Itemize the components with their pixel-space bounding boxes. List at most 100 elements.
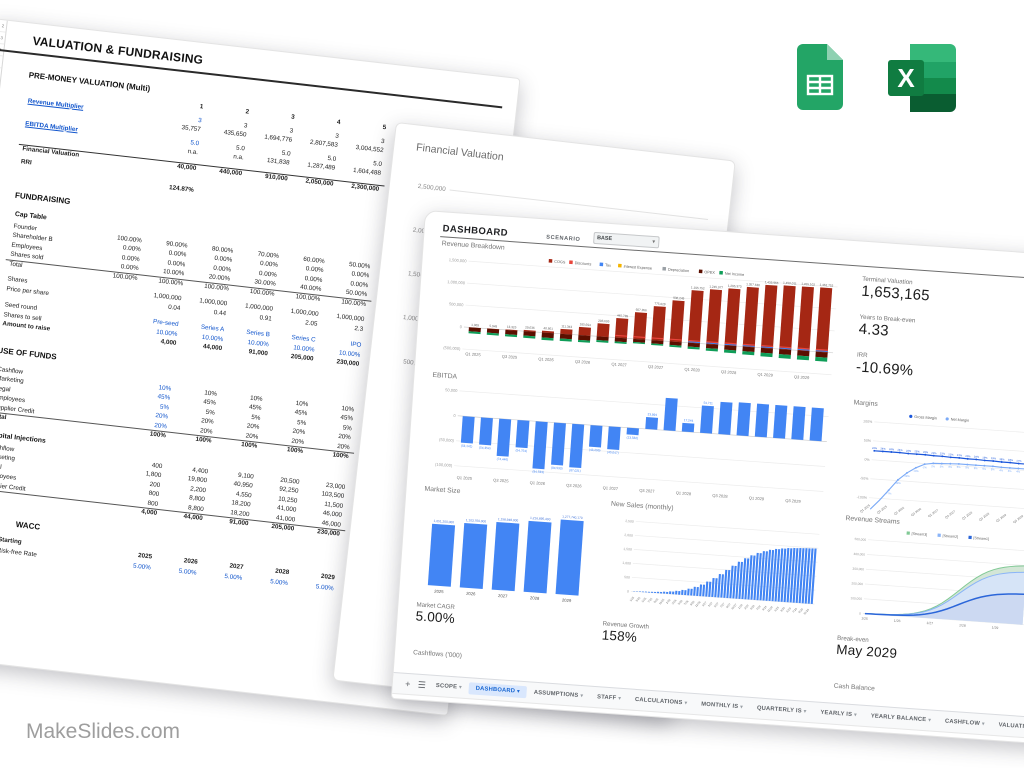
svg-text:5/28: 5/28 <box>749 604 756 611</box>
svg-text:Q3 2028: Q3 2028 <box>978 512 990 522</box>
svg-text:607,356: 607,356 <box>636 308 648 313</box>
ebitda-chart: EBITDA 50,000 0 (50,000) (100,000) (53,141) Q… <box>425 372 834 509</box>
sheet-tab-valuation[interactable]: VALUATION▾ <box>998 722 1024 731</box>
svg-text:21%: 21% <box>957 453 963 457</box>
svg-text:1,357,630: 1,357,630 <box>746 282 760 287</box>
sheet-tab-cashflow[interactable]: CASHFLOW ▾ <box>944 718 985 728</box>
svg-text:0: 0 <box>627 589 629 593</box>
svg-text:775,029: 775,029 <box>654 302 666 307</box>
svg-text:Net Margin: Net Margin <box>951 417 970 422</box>
svg-text:296,605: 296,605 <box>598 319 610 324</box>
svg-text:[Stream1]: [Stream1] <box>973 536 989 541</box>
row-label: Total <box>8 260 23 269</box>
tab-dropdown-icon[interactable]: ▾ <box>981 721 985 728</box>
sheet-tab-quarterly-is[interactable]: QUARTERLY IS ▾ <box>756 705 807 715</box>
svg-text:-13%: -13% <box>912 469 919 473</box>
new-sales-chart: New Sales (monthly) 2,500 2,000 1,500 1,000… <box>603 501 826 627</box>
svg-text:(45,647): (45,647) <box>607 450 619 455</box>
svg-text:(50,000): (50,000) <box>439 437 455 443</box>
svg-text:2%: 2% <box>931 464 936 468</box>
svg-text:Tax: Tax <box>605 263 611 267</box>
svg-text:24%: 24% <box>897 448 903 452</box>
scenario-select[interactable]: BASE ▾ <box>592 231 660 249</box>
svg-text:-100%: -100% <box>856 495 867 500</box>
svg-text:Q1 2026: Q1 2026 <box>538 356 554 362</box>
svg-text:500,000: 500,000 <box>854 537 866 542</box>
tab-dropdown-icon[interactable]: ▾ <box>618 695 622 702</box>
svg-text:-28%: -28% <box>904 474 911 478</box>
tab-dropdown-icon[interactable]: ▾ <box>580 693 584 700</box>
svg-text:(54,754): (54,754) <box>515 448 527 453</box>
svg-text:0%: 0% <box>864 458 870 462</box>
svg-text:[Stream3]: [Stream3] <box>911 532 927 537</box>
svg-text:(94,533): (94,533) <box>532 469 544 474</box>
svg-text:7/27: 7/27 <box>719 602 726 609</box>
svg-text:13,325: 13,325 <box>507 325 517 330</box>
svg-text:Q3 2028: Q3 2028 <box>712 493 728 499</box>
svg-text:Q3 2026: Q3 2026 <box>910 507 922 517</box>
all-sheets-menu-button[interactable]: ☰ <box>417 679 427 690</box>
kpi-value: 1,653,165 <box>860 282 931 305</box>
sheet-tab-yearly-balance[interactable]: YEARLY BALANCE ▾ <box>870 713 932 724</box>
svg-text:18%: 18% <box>1008 458 1014 462</box>
svg-text:Q3 2026: Q3 2026 <box>575 359 591 365</box>
svg-text:Interest Expense: Interest Expense <box>623 265 652 271</box>
svg-text:4%: 4% <box>948 465 953 469</box>
svg-text:19%: 19% <box>982 455 988 459</box>
sheet-tab-bar: + ☰ SCOPE ▾ DASHBOARD ▾ ASSUMPTIONS ▾ STAFF ▾ CA… <box>392 671 1024 745</box>
svg-text:11/27: 11/27 <box>730 602 738 610</box>
tab-dropdown-icon[interactable]: ▾ <box>740 704 744 711</box>
tab-dropdown-icon[interactable]: ▾ <box>516 688 521 695</box>
svg-text:Q3 2028: Q3 2028 <box>721 369 737 375</box>
sheet-tab-monthly-is[interactable]: MONTHLY IS ▾ <box>701 701 744 711</box>
svg-text:COGS: COGS <box>554 260 566 265</box>
svg-text:(84,533): (84,533) <box>551 466 563 471</box>
svg-text:20%: 20% <box>974 454 980 458</box>
kpi-value: May 2029 <box>835 641 898 661</box>
tab-dropdown-icon[interactable]: ▾ <box>803 708 807 715</box>
sheet-tab-calculations[interactable]: CALCULATIONS ▾ <box>634 696 688 707</box>
tab-dropdown-icon[interactable]: ▾ <box>458 684 462 691</box>
svg-text:5%: 5% <box>965 465 970 469</box>
add-sheet-button[interactable]: + <box>404 678 411 690</box>
svg-text:40,661: 40,661 <box>543 326 553 331</box>
svg-text:7/28: 7/28 <box>755 604 762 611</box>
revenue-streams-plot: 500,000 400,000 300,000 200,000 100,000 0 [Str… <box>850 531 1024 630</box>
svg-text:24%: 24% <box>880 446 886 450</box>
svg-text:1,295,373: 1,295,373 <box>728 284 742 289</box>
svg-text:4%: 4% <box>1008 469 1013 473</box>
svg-text:5/25: 5/25 <box>641 596 648 603</box>
svg-text:1,103,760,000: 1,103,760,000 <box>466 518 487 523</box>
kpi-years-to-breakeven: Years to Break-even 4.33 <box>858 314 915 342</box>
svg-text:22%: 22% <box>940 451 946 455</box>
sheet-tab-assumptions[interactable]: ASSUMPTIONS ▾ <box>533 689 584 700</box>
svg-text:23%: 23% <box>923 450 929 454</box>
tab-dropdown-icon[interactable]: ▾ <box>853 712 858 719</box>
svg-text:1,245,077: 1,245,077 <box>709 285 723 290</box>
svg-text:19%: 19% <box>991 456 997 460</box>
svg-text:3/29: 3/29 <box>779 606 786 613</box>
sheet-tab-staff[interactable]: STAFF ▾ <box>596 694 622 702</box>
kpi-breakeven: Break-even May 2029 <box>836 635 898 661</box>
svg-text:3/26: 3/26 <box>671 598 678 605</box>
svg-text:5%: 5% <box>982 467 987 471</box>
svg-text:1,195,752: 1,195,752 <box>691 286 705 291</box>
sheet-tab-dashboard[interactable]: DASHBOARD ▾ <box>468 682 528 699</box>
svg-text:3/28: 3/28 <box>743 603 750 610</box>
svg-text:2027: 2027 <box>498 593 508 599</box>
sheet-tab-scope[interactable]: SCOPE ▾ <box>435 682 462 691</box>
svg-text:5,949: 5,949 <box>489 324 497 329</box>
svg-text:23%: 23% <box>906 449 912 453</box>
tab-dropdown-icon[interactable]: ▾ <box>928 717 932 724</box>
svg-text:Q1 2027: Q1 2027 <box>927 508 939 518</box>
tab-dropdown-icon[interactable]: ▾ <box>684 700 688 707</box>
kpi-market-cagr: Market CAGR 5.00% <box>415 601 456 626</box>
svg-text:(13,582): (13,582) <box>626 435 638 440</box>
svg-text:3/27: 3/27 <box>707 601 714 608</box>
svg-text:18%: 18% <box>999 457 1005 461</box>
svg-text:-2%: -2% <box>922 465 928 469</box>
svg-text:2,500: 2,500 <box>625 519 634 524</box>
svg-text:9/29: 9/29 <box>797 607 804 614</box>
sheet-tab-yearly-is[interactable]: YEARLY IS ▾ <box>820 709 858 719</box>
